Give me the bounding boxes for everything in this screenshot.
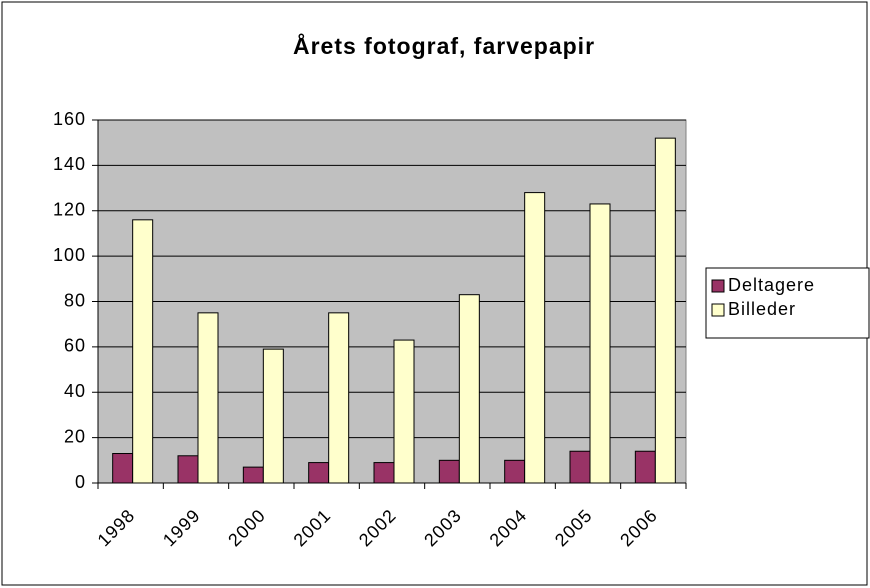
bar [197, 312, 219, 484]
bar [262, 348, 284, 484]
bar [438, 459, 460, 484]
y-tick-label: 140 [53, 154, 86, 174]
bar [328, 312, 350, 484]
chart-title: Årets fotograf, farvepapir [293, 32, 595, 59]
bar [589, 203, 611, 484]
bar [177, 455, 199, 484]
legend-swatch [711, 303, 725, 317]
bar [242, 466, 264, 484]
bar [458, 294, 480, 484]
y-tick-label: 120 [53, 200, 86, 220]
legend-swatch [711, 279, 725, 293]
legend-label: Deltagere [728, 275, 815, 295]
bar [373, 462, 395, 484]
y-tick-label: 20 [64, 426, 86, 446]
legend-label: Billeder [728, 299, 796, 319]
y-tick-label: 0 [75, 472, 86, 492]
bar [308, 462, 330, 484]
y-tick-label: 60 [64, 336, 86, 356]
bar [112, 453, 134, 484]
bar [393, 339, 415, 484]
bar [504, 459, 526, 484]
y-tick-label: 160 [53, 109, 86, 129]
bar [132, 219, 154, 484]
bar [654, 137, 676, 484]
bar [524, 192, 546, 484]
y-tick-label: 100 [53, 245, 86, 265]
y-tick-label: 40 [64, 381, 86, 401]
y-tick-label: 80 [64, 290, 86, 310]
legend-box [705, 267, 870, 339]
bar [634, 450, 656, 484]
bar [569, 450, 591, 484]
